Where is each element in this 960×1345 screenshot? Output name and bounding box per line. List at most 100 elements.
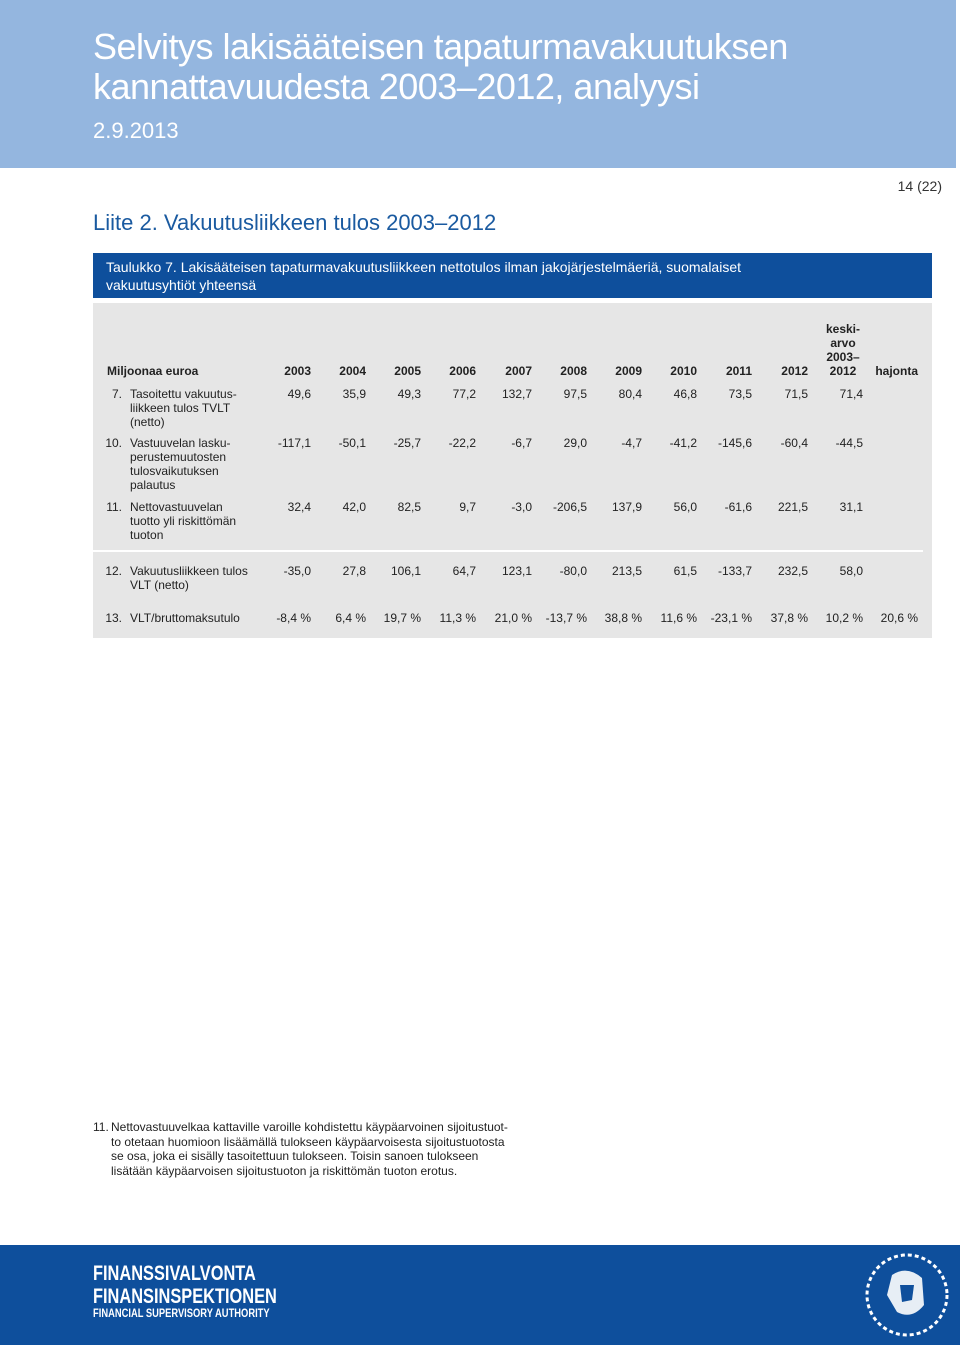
column-header: 2008 (560, 364, 587, 378)
cell-value: 106,1 (390, 564, 421, 578)
table-separator (93, 550, 923, 552)
cell-value: 221,5 (777, 500, 808, 514)
column-header: 2007 (505, 364, 532, 378)
cell-value: -50,1 (338, 436, 366, 450)
column-header: 2005 (394, 364, 421, 378)
cell-value: -145,6 (717, 436, 752, 450)
column-header: 2006 (449, 364, 476, 378)
cell-value: 35,9 (342, 387, 366, 401)
cell-value: 213,5 (611, 564, 642, 578)
cell-value: 42,0 (342, 500, 366, 514)
cell-value: 56,0 (673, 500, 697, 514)
page-number: 14 (22) (897, 178, 942, 194)
row-number: 7. (111, 387, 122, 401)
cell-value: 31,1 (839, 500, 863, 514)
cell-value: 11,6 % (660, 611, 697, 625)
cell-value: -206,5 (552, 500, 587, 514)
cell-value: 10,2 % (825, 611, 863, 625)
cell-value: 123,1 (501, 564, 532, 578)
cell-value: 58,0 (839, 564, 863, 578)
cell-value: -22,2 (448, 436, 476, 450)
cell-value: -8,4 % (276, 611, 311, 625)
cell-value: 19,7 % (383, 611, 421, 625)
cell-value: -25,7 (393, 436, 421, 450)
row-label: tuotto yli riskittömän (130, 514, 237, 528)
cell-value: 77,2 (452, 387, 476, 401)
caption-line: vakuutusyhtiöt yhteensä (106, 277, 257, 293)
caption-bar (93, 253, 932, 298)
cell-value: 37,8 % (770, 611, 808, 625)
title-line: Selvitys lakisääteisen tapaturmavakuutuk… (93, 26, 788, 67)
cell-value: 73,5 (728, 387, 752, 401)
row-label: VLT (netto) (130, 578, 189, 592)
cell-value: -61,6 (724, 500, 752, 514)
cell-value: -117,1 (277, 436, 311, 450)
cell-value: -6,7 (511, 436, 532, 450)
row-label: Nettovastuuvelan (130, 500, 223, 514)
cell-value: 46,8 (673, 387, 697, 401)
section-heading: Liite 2. Vakuutusliikkeen tulos 2003–201… (93, 210, 497, 235)
cell-value: 132,7 (501, 387, 532, 401)
average-header: 2003– (826, 350, 860, 364)
column-header: 2009 (615, 364, 642, 378)
cell-value: 49,3 (397, 387, 421, 401)
row-number: 13. (105, 611, 122, 625)
footer-text: FINANCIAL SUPERVISORY AUTHORITY (93, 1306, 270, 1320)
footnote-line: to otetaan huomioon lisäämällä tulokseen… (111, 1134, 505, 1149)
row-label: Vakuutusliikkeen tulos (130, 564, 248, 578)
footnote-line: lisätään käypäarvoisen sijoitustuoton ja… (111, 1163, 458, 1178)
cell-value: 49,6 (287, 387, 311, 401)
cell-value: 71,5 (784, 387, 808, 401)
table-background (93, 303, 932, 638)
cell-value: -3,0 (511, 500, 532, 514)
cell-value: 9,7 (459, 500, 476, 514)
deviation-header: hajonta (875, 364, 918, 378)
column-header: 2003 (284, 364, 311, 378)
cell-value: 61,5 (673, 564, 697, 578)
cell-value: 20,6 % (880, 611, 918, 625)
date: 2.9.2013 (93, 118, 179, 143)
cell-value: -4,7 (621, 436, 642, 450)
title-line: kannattavuudesta 2003–2012, analyysi (93, 66, 700, 107)
row-label: tuoton (130, 528, 164, 542)
label-header: Miljoonaa euroa (107, 364, 199, 378)
footnote-number: 11. (93, 1120, 109, 1134)
cell-value: 11,3 % (439, 611, 476, 625)
row-number: 12. (105, 564, 122, 578)
cell-value: -23,1 % (710, 611, 752, 625)
cell-value: -13,7 % (545, 611, 587, 625)
cell-value: -41,2 (669, 436, 697, 450)
cell-value: -80,0 (559, 564, 587, 578)
cell-value: 29,0 (563, 436, 587, 450)
row-label: palautus (130, 478, 176, 492)
caption-line: Taulukko 7. Lakisääteisen tapaturmavakuu… (106, 259, 742, 275)
footer-text: FINANSSIVALVONTA (93, 1262, 256, 1285)
cell-value: 38,8 % (604, 611, 642, 625)
cell-value: 64,7 (452, 564, 476, 578)
cell-value: 32,4 (287, 500, 311, 514)
cell-value: 27,8 (342, 564, 366, 578)
cell-value: 71,4 (839, 387, 863, 401)
row-number: 11. (106, 500, 122, 514)
cell-value: 6,4 % (335, 611, 366, 625)
column-header: 2010 (670, 364, 697, 378)
cell-value: 80,4 (618, 387, 642, 401)
row-label: VLT/bruttomaksutulo (130, 611, 240, 625)
cell-value: -133,7 (717, 564, 752, 578)
column-header: 2011 (725, 364, 752, 378)
footnote-line: Nettovastuuvelkaa kattaville varoille ko… (111, 1120, 508, 1134)
cell-value: 232,5 (777, 564, 808, 578)
row-label: Vastuuvelan lasku- (130, 436, 231, 450)
cell-value: 21,0 % (494, 611, 532, 625)
footnote-line: se osa, joka ei sisälly tasoitettuun tul… (111, 1149, 479, 1163)
average-header: 2012 (829, 364, 857, 378)
column-header: 2004 (339, 364, 366, 378)
row-number: 10. (105, 436, 122, 450)
average-header: arvo (830, 336, 856, 350)
average-header: keski- (825, 322, 861, 336)
cell-value: -35,0 (283, 564, 311, 578)
row-label: Tasoitettu vakuutus- (130, 387, 237, 401)
header-band (0, 0, 956, 168)
footer-band (0, 1245, 960, 1345)
